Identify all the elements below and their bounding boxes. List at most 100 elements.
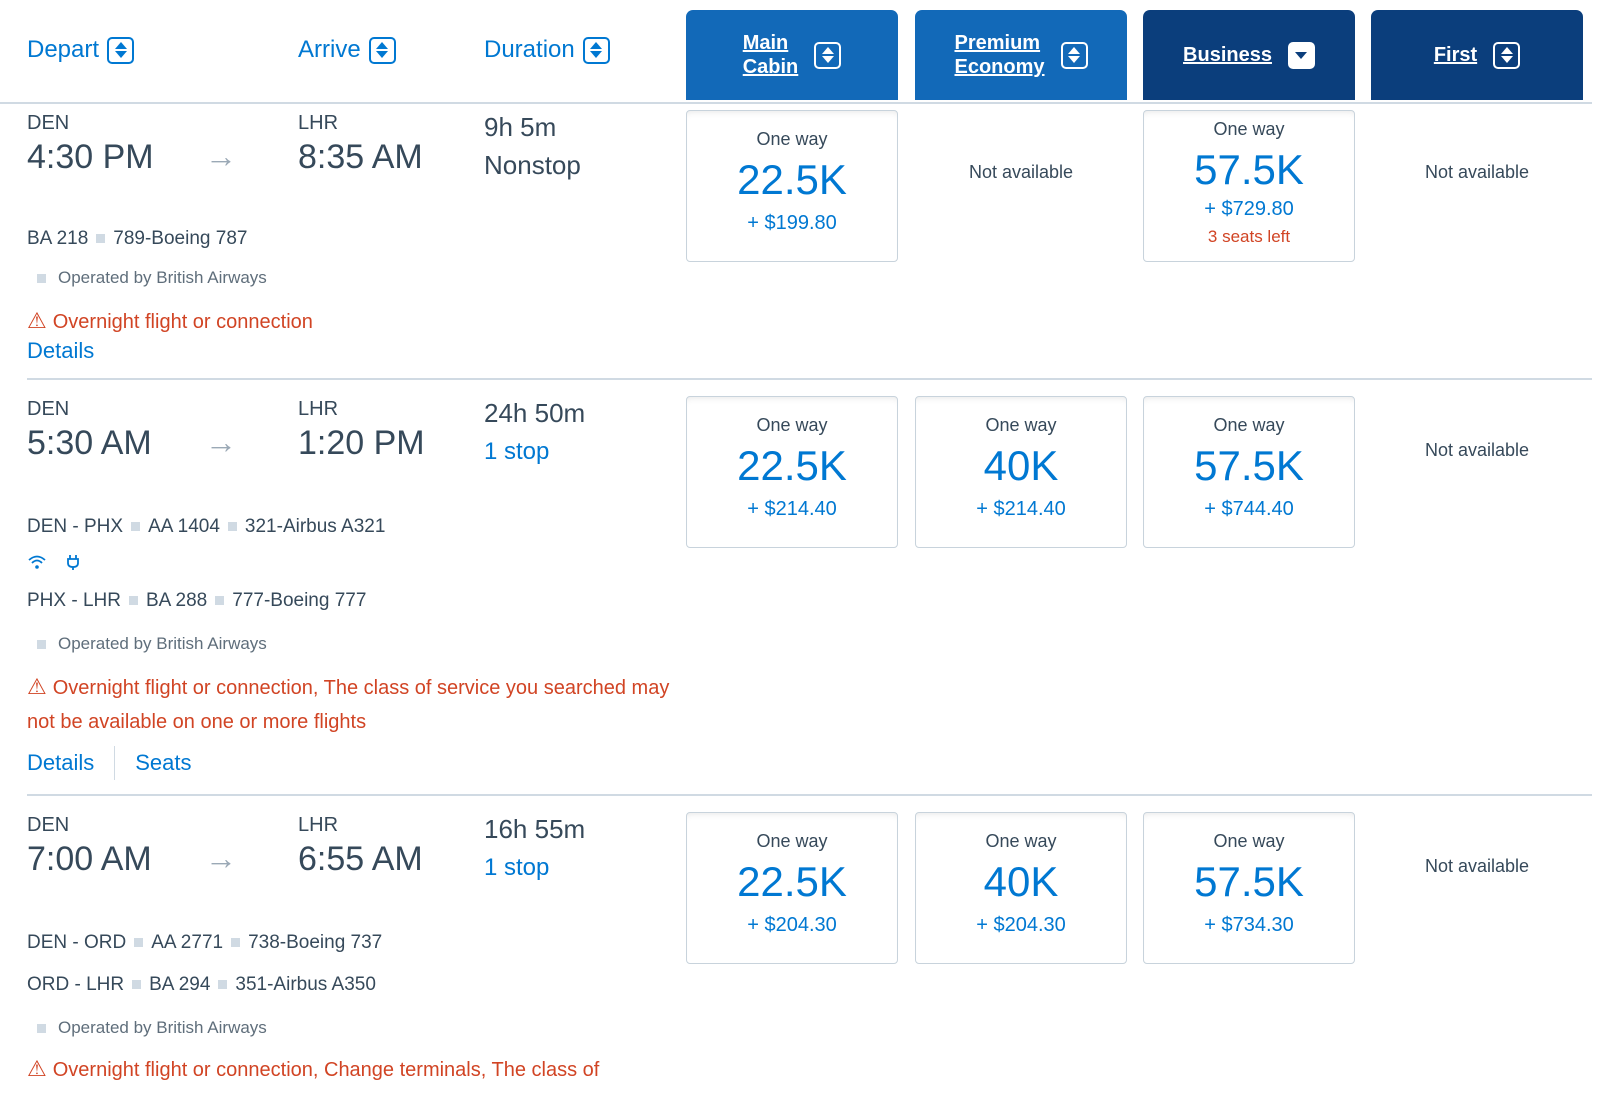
origin-code: DEN: [27, 398, 70, 420]
fare-tax: + $214.40: [976, 498, 1066, 520]
fare-label: One way: [756, 415, 828, 435]
route: DEN - ORD: [27, 932, 127, 953]
arrive-time: 6:55 AM: [298, 840, 423, 878]
operated-by: Operated by British Airways: [37, 1018, 267, 1038]
tab-main-cabin[interactable]: Main Cabin: [686, 10, 898, 100]
fare-label: One way: [1213, 119, 1285, 139]
sort-icon: [368, 36, 396, 64]
segment-info: BA 218 789-Boeing 787: [27, 228, 247, 250]
depart-time: 7:00 AM: [27, 840, 152, 878]
fare-tax: + $744.40: [1204, 498, 1294, 520]
fare-points: 40K: [983, 858, 1059, 905]
fare-tax: + $204.30: [747, 914, 837, 936]
sort-icon: [1493, 41, 1521, 69]
fare-premium-economy[interactable]: One way 40K + $204.30: [915, 812, 1127, 964]
fare-tax: + $729.80: [1204, 198, 1294, 220]
flight-row: DEN 5:30 AM → LHR 1:20 PM 24h 50m 1 stop…: [0, 380, 1600, 796]
fare-points: 57.5K: [1194, 858, 1304, 905]
sort-icon: [582, 36, 610, 64]
duration: 24h 50m: [484, 398, 586, 428]
depart-time: 5:30 AM: [27, 424, 152, 462]
fare-business[interactable]: One way 57.5K + $744.40: [1143, 396, 1355, 548]
warning-icon: ⚠: [27, 674, 47, 699]
aircraft: 789-Boeing 787: [113, 228, 248, 249]
row-divider: [27, 378, 1592, 380]
arrow-right-icon: →: [205, 424, 237, 460]
aircraft: 321-Airbus A321: [244, 516, 386, 537]
fare-not-available: Not available: [1424, 856, 1530, 876]
results-header: Depart Arrive Duration Main Cabin Premiu…: [0, 0, 1600, 104]
duration: 9h 5m: [484, 112, 557, 142]
warning-message: ⚠ Overnight flight or connection, The cla…: [27, 674, 670, 733]
flight-number: BA 218: [27, 228, 89, 249]
sort-icon: [107, 36, 135, 64]
sort-duration[interactable]: Duration: [484, 36, 610, 64]
fare-main-cabin[interactable]: One way 22.5K + $204.30: [686, 812, 898, 964]
fare-label: One way: [1213, 831, 1285, 851]
seats-left: 3 seats left: [1207, 227, 1291, 246]
sort-depart[interactable]: Depart: [27, 36, 135, 64]
fare-tax: + $734.30: [1204, 914, 1294, 936]
destination-code: LHR: [298, 112, 339, 134]
duration: 16h 55m: [484, 814, 586, 844]
flight-number: AA 1404: [148, 516, 220, 537]
aircraft: 351-Airbus A350: [235, 974, 376, 995]
wifi-icon: [28, 555, 46, 569]
cabin-label: First: [1433, 44, 1478, 66]
arrow-right-icon: →: [205, 840, 237, 876]
flight-row: DEN 4:30 PM → LHR 8:35 AM 9h 5m Nonstop …: [0, 104, 1600, 380]
fare-points: 22.5K: [737, 156, 847, 203]
fare-not-available: Not available: [968, 162, 1074, 182]
route: DEN - PHX: [27, 516, 124, 537]
sort-duration-label: Duration: [484, 36, 575, 63]
aircraft: 738-Boeing 737: [248, 932, 383, 953]
operated-by: Operated by British Airways: [37, 268, 267, 288]
seats-link[interactable]: Seats: [135, 750, 192, 775]
fare-points: 22.5K: [737, 442, 847, 489]
tab-premium-economy[interactable]: Premium Economy: [915, 10, 1127, 100]
fare-points: 22.5K: [737, 858, 847, 905]
sort-arrive-label: Arrive: [298, 36, 361, 63]
details-link[interactable]: Details: [27, 338, 95, 363]
fare-label: One way: [1213, 415, 1285, 435]
cabin-label: Main Cabin: [742, 32, 799, 78]
destination-code: LHR: [298, 398, 339, 420]
segment-info: ORD - LHR BA 294 351-Airbus A350: [27, 974, 376, 996]
fare-tax: + $199.80: [747, 212, 837, 234]
sort-depart-label: Depart: [27, 36, 100, 63]
segment-info: PHX - LHR BA 288 777-Boeing 777: [27, 590, 366, 612]
arrow-right-icon: →: [205, 138, 237, 174]
sort-icon: [814, 41, 842, 69]
flight-number: BA 288: [145, 590, 208, 611]
cabin-label: Business: [1183, 44, 1272, 66]
fare-not-available: Not available: [1424, 440, 1530, 460]
flight-number: BA 294: [149, 974, 211, 995]
origin-code: DEN: [27, 814, 70, 836]
sort-arrive[interactable]: Arrive: [298, 36, 396, 64]
fare-tax: + $204.30: [976, 914, 1066, 936]
origin-code: DEN: [27, 112, 70, 134]
fare-main-cabin[interactable]: One way 22.5K + $199.80: [686, 110, 898, 262]
stops-link[interactable]: 1 stop: [484, 438, 550, 465]
flight-number: AA 2771: [151, 932, 224, 953]
fare-business[interactable]: One way 57.5K + $734.30: [1143, 812, 1355, 964]
stops-link[interactable]: 1 stop: [484, 854, 550, 881]
fare-label: One way: [985, 831, 1057, 851]
fare-main-cabin[interactable]: One way 22.5K + $214.40: [686, 396, 898, 548]
details-link[interactable]: Details: [27, 750, 95, 775]
warning-icon: ⚠: [27, 308, 47, 333]
fare-label: One way: [985, 415, 1057, 435]
tab-business[interactable]: Business: [1143, 10, 1355, 100]
flight-row: DEN 7:00 AM → LHR 6:55 AM 16h 55m 1 stop…: [0, 796, 1600, 1101]
cabin-label: Premium Economy: [954, 32, 1045, 78]
operated-by: Operated by British Airways: [37, 634, 267, 654]
row-links: Details: [27, 338, 94, 364]
fare-label: One way: [756, 831, 828, 851]
warning-icon: ⚠: [27, 1056, 47, 1081]
destination-code: LHR: [298, 814, 339, 836]
fare-business[interactable]: One way 57.5K + $729.80 3 seats left: [1143, 110, 1355, 262]
fare-premium-economy[interactable]: One way 40K + $214.40: [915, 396, 1127, 548]
arrive-time: 1:20 PM: [298, 424, 425, 462]
tab-first[interactable]: First: [1371, 10, 1583, 100]
stops: Nonstop: [484, 150, 581, 180]
